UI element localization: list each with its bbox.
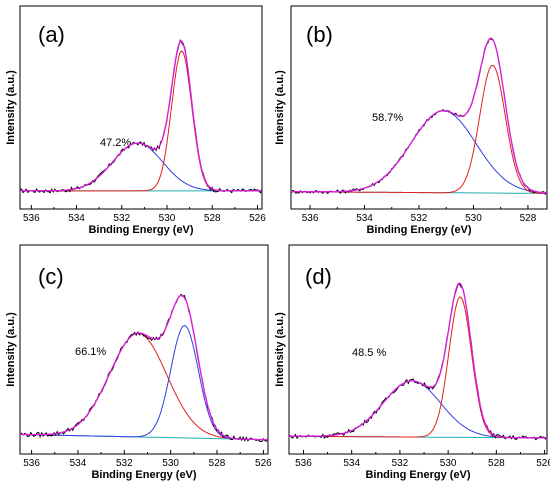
peak1-fit-series (20, 332, 268, 441)
panel-b: 536 534 532 530 528 Binding Energy (eV) Intens… (274, 5, 548, 236)
peak2-fit-series (289, 296, 547, 439)
x-axis-title: Binding Energy (eV) (91, 469, 196, 481)
x-tick-label: 534 (68, 213, 85, 224)
x-tick-label: 528 (488, 458, 505, 469)
raw-data-series (288, 282, 548, 441)
x-tick-label: 532 (113, 213, 130, 224)
raw-data-series (290, 37, 548, 196)
x-tick-label: 532 (411, 213, 428, 224)
peak2-fit-series (20, 50, 262, 192)
x-tick-label: 530 (159, 213, 176, 224)
plot-frame (19, 244, 269, 455)
panel-a: 536 534 532 530 528 526 Binding Energy (eV) Int… (5, 5, 266, 236)
panel-label: (d) (305, 264, 332, 289)
envelope-fit-series (20, 294, 268, 441)
x-tick-label: 528 (209, 458, 226, 469)
peak1-fit-series (289, 380, 547, 439)
x-tick-label: 530 (465, 213, 482, 224)
plot-frame (19, 5, 263, 210)
peak-area-annotation: 58.7% (372, 112, 403, 124)
panel-label: (c) (38, 264, 64, 289)
plot-frame (288, 244, 548, 455)
x-tick-label: 526 (255, 458, 272, 469)
x-tick-label: 528 (520, 213, 537, 224)
panel-c: 536 534 532 530 528 526 Binding Energy (eV) Int… (5, 244, 272, 481)
peak-area-annotation: 66.1% (75, 346, 106, 358)
x-tick-label: 534 (343, 458, 360, 469)
x-tick-label: 536 (23, 213, 40, 224)
peak2-fit-series (19, 325, 268, 441)
peak-area-annotation: 48.5 % (352, 347, 386, 359)
y-axis-title: Intensity (a.u.) (5, 312, 17, 387)
x-axis-title: Binding Energy (eV) (366, 224, 471, 236)
raw-data-series (19, 293, 269, 443)
x-tick-label: 534 (70, 458, 87, 469)
y-axis-title: Intensity (a.u.) (274, 70, 286, 145)
x-tick-label: 534 (356, 213, 373, 224)
panel-d: 536 534 532 530 528 526 Binding Energy (eV) Int… (274, 244, 550, 481)
x-tick-label: 536 (23, 458, 40, 469)
panel-label: (a) (38, 22, 65, 47)
panel-label: (b) (306, 22, 333, 47)
peak-area-annotation: 47.2% (100, 137, 131, 149)
x-tick-label: 532 (392, 458, 409, 469)
x-tick-label: 536 (302, 213, 319, 224)
raw-data-series (19, 39, 263, 194)
envelope-fit-series (291, 37, 548, 194)
envelope-fit-series (289, 282, 547, 439)
x-axis-title: Binding Energy (eV) (88, 224, 193, 236)
x-tick-label: 536 (295, 458, 312, 469)
y-axis-title: Intensity (a.u.) (274, 312, 286, 387)
x-tick-label: 526 (536, 458, 550, 469)
x-tick-label: 526 (249, 213, 266, 224)
envelope-fit-series (20, 40, 262, 192)
y-axis-title: Intensity (a.u.) (5, 70, 17, 145)
x-tick-label: 532 (116, 458, 133, 469)
x-tick-label: 528 (204, 213, 221, 224)
peak1-fit-series (20, 142, 262, 192)
x-tick-label: 530 (162, 458, 179, 469)
x-axis-title: Binding Energy (eV) (365, 469, 470, 481)
x-tick-label: 530 (440, 458, 457, 469)
